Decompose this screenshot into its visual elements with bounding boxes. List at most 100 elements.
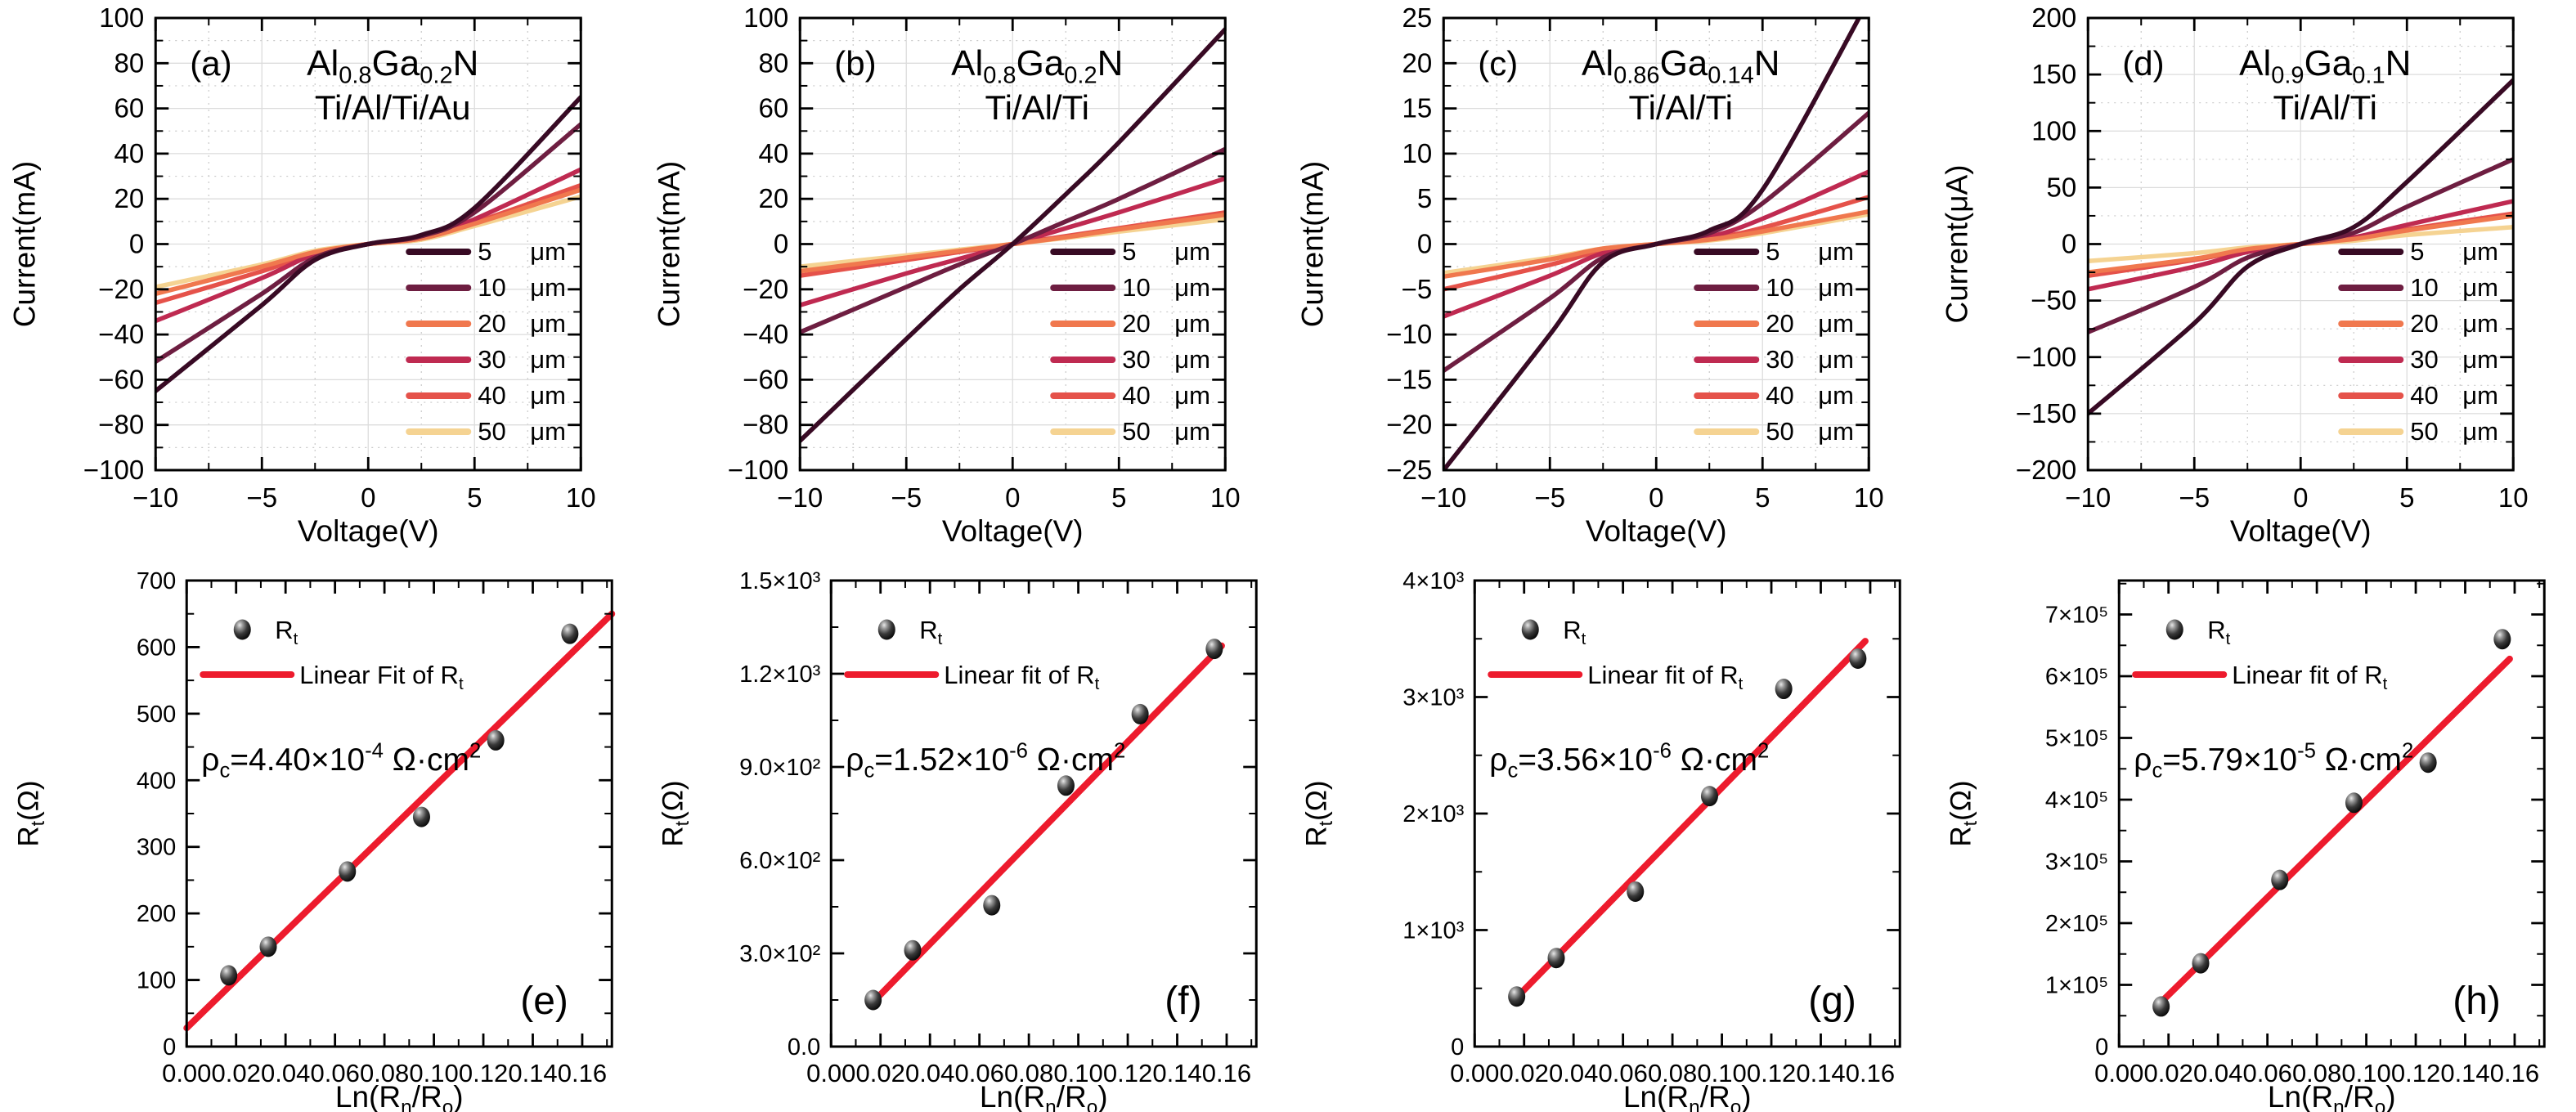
y-tick-label: 1×10⁵ (2044, 973, 2107, 999)
y-tick-label: 5 (1417, 183, 1432, 213)
legend-label-value: 10 (1122, 273, 1150, 302)
y-tick-label: 0 (2095, 1034, 2108, 1060)
x-tick-label: 0.02 (212, 1059, 261, 1087)
legend-label-unit: μm (530, 309, 566, 338)
y-tick-label: −50 (2031, 285, 2076, 316)
x-tick-label: 0.10 (2341, 1059, 2390, 1087)
axes (1473, 579, 1901, 1048)
legend-label-value: 10 (1766, 273, 1793, 302)
x-tick-label: 0.12 (459, 1059, 508, 1087)
tick-labels: −10 −5 0 5 10 −25 −20 −15 −10 −5 0 5 10 15 20 25 (1386, 2, 1883, 513)
y-tick-label: −150 (2015, 398, 2076, 428)
y-tick-label: −40 (98, 319, 144, 349)
legend-label-unit: μm (1174, 345, 1210, 374)
legend: 5 μm 10 μm 20 μm 30 μm 40 μm 50 μm (1694, 237, 1854, 446)
tlm-chart-f: 0.00 0.02 0.04 0.06 0.08 0.10 0.12 0.14 0.16 0.0 3… (657, 568, 1258, 1112)
y-tick-label: 700 (137, 568, 176, 594)
metal-stack-label: Ti/Al/Ti (985, 88, 1089, 127)
x-tick-label: 0.04 (1549, 1059, 1598, 1087)
y-tick-label: −60 (98, 364, 144, 394)
iv-curve-5um (2087, 78, 2513, 416)
legend: 5 μm 10 μm 20 μm 30 μm 40 μm 50 μm (1049, 237, 1210, 446)
legend-label-unit: μm (1818, 345, 1854, 374)
legend-label-value: 40 (2410, 381, 2438, 410)
legend-label-unit: μm (2462, 345, 2498, 374)
contact-resistivity-annotation: ρc=3.56×10-6 Ω·cm2 (1489, 739, 1769, 782)
x-tick-label: 0 (2293, 482, 2308, 513)
legend-label-unit: μm (530, 417, 566, 446)
tlm-chart-h: 0.00 0.02 0.04 0.06 0.08 0.10 0.12 0.14 0.16 0 1×1… (1945, 579, 2546, 1112)
tick-labels: 0.00 0.02 0.04 0.06 0.08 0.10 0.12 0.14 0.16 0 1×1… (1402, 568, 1895, 1087)
x-tick-label: 0.16 (1201, 1059, 1250, 1087)
x-tick-label: 10 (566, 482, 596, 513)
y-axis-title: Current(mA) (652, 161, 685, 328)
legend-point-label: Rt (1563, 616, 1586, 648)
data-point (339, 861, 357, 882)
metal-stack-label: Ti/Al/Ti (2273, 88, 2377, 127)
panel-title: Al0.86Ga0.14N (1582, 43, 1780, 89)
legend-label-unit: μm (1818, 273, 1854, 302)
x-tick-label: 0.12 (2390, 1059, 2439, 1087)
iv-curve-5um (799, 27, 1225, 443)
axes (2086, 16, 2515, 472)
legend-marker (2165, 619, 2183, 640)
legend-label-value: 5 (1766, 237, 1779, 266)
y-axis-title: Rt(Ω) (657, 780, 693, 846)
y-tick-label: 100 (99, 2, 144, 33)
contact-resistivity-annotation: ρc=1.52×10-6 Ω·cm2 (846, 739, 1125, 782)
data-point (982, 895, 1000, 916)
y-tick-label: 100 (743, 2, 788, 33)
y-tick-label: −100 (2015, 342, 2076, 372)
y-tick-label: 200 (137, 901, 176, 927)
legend-label-unit: μm (1174, 309, 1210, 338)
x-tick-label: 0.04 (2193, 1059, 2242, 1087)
x-tick-label: 0.16 (1846, 1059, 1895, 1087)
tlm-chart-g: 0.00 0.02 0.04 0.06 0.08 0.10 0.12 0.14 0.16 0 1×1… (1300, 568, 1901, 1112)
y-tick-label: −80 (98, 410, 144, 440)
linear-fit-line (2155, 655, 2513, 1008)
panel-label: (d) (2122, 44, 2164, 83)
y-tick-label: 0.0 (787, 1034, 819, 1060)
legend-point-label: Rt (919, 616, 942, 648)
y-tick-label: 25 (1402, 2, 1433, 33)
x-tick-label: −10 (2065, 482, 2111, 513)
y-tick-label: 4×10⁵ (2044, 787, 2107, 814)
iv-panel-c: −10 −5 0 5 10 −25 −20 −15 −10 −5 0 5 10 15 20 25 Voltage… (1288, 0, 1932, 556)
y-tick-label: 100 (2031, 115, 2076, 146)
legend: 5 μm 10 μm 20 μm 30 μm 40 μm 50 μm (406, 237, 566, 446)
y-axis-title: Current(mA) (7, 161, 41, 328)
y-tick-label: −20 (98, 274, 144, 304)
tlm-panel-g: 0.00 0.02 0.04 0.06 0.08 0.10 0.12 0.14 0.16 0 1×1… (1288, 556, 1932, 1112)
panel-label: (h) (2453, 980, 2501, 1023)
y-tick-label: 1×10³ (1402, 918, 1464, 944)
x-tick-label: 0.06 (954, 1059, 1003, 1087)
panel-label: (f) (1165, 980, 1201, 1023)
data-point (259, 936, 277, 957)
y-tick-label: 2×10³ (1402, 801, 1464, 827)
data-point (220, 965, 238, 986)
x-tick-label: 0.12 (1102, 1059, 1151, 1087)
iv-panel-b: −10 −5 0 5 10 −100 −80 −60 −40 −20 0 20 40 60 80 100 Vol… (644, 0, 1289, 556)
x-tick-label: 0.02 (855, 1059, 904, 1087)
x-tick-label: 5 (467, 482, 482, 513)
y-tick-label: −80 (743, 410, 788, 440)
y-tick-label: 600 (137, 634, 176, 661)
x-tick-label: 0.02 (1500, 1059, 1549, 1087)
x-tick-label: 0.06 (2242, 1059, 2291, 1087)
axes (798, 16, 1227, 472)
y-axis-title: Rt(Ω) (1300, 780, 1336, 846)
iv-chart-c: −10 −5 0 5 10 −25 −20 −15 −10 −5 0 5 10 15 20 25 Voltage… (1295, 2, 1883, 548)
legend-label-unit: μm (530, 237, 566, 266)
data-point (1849, 648, 1867, 669)
x-tick-label: −10 (1420, 482, 1466, 513)
data-points (864, 639, 1223, 1011)
panel-title: Al0.8Ga0.2N (307, 43, 478, 89)
data-point (2270, 869, 2288, 890)
legend-fit-label: Linear fit of Rt (2232, 661, 2387, 693)
legend-label-unit: μm (2462, 237, 2498, 266)
tlm-panel-e: 0.00 0.02 0.04 0.06 0.08 0.10 0.12 0.14 0.16 0 100… (0, 556, 644, 1112)
x-tick-label: 0.04 (905, 1059, 954, 1087)
iv-curves (799, 27, 1225, 443)
